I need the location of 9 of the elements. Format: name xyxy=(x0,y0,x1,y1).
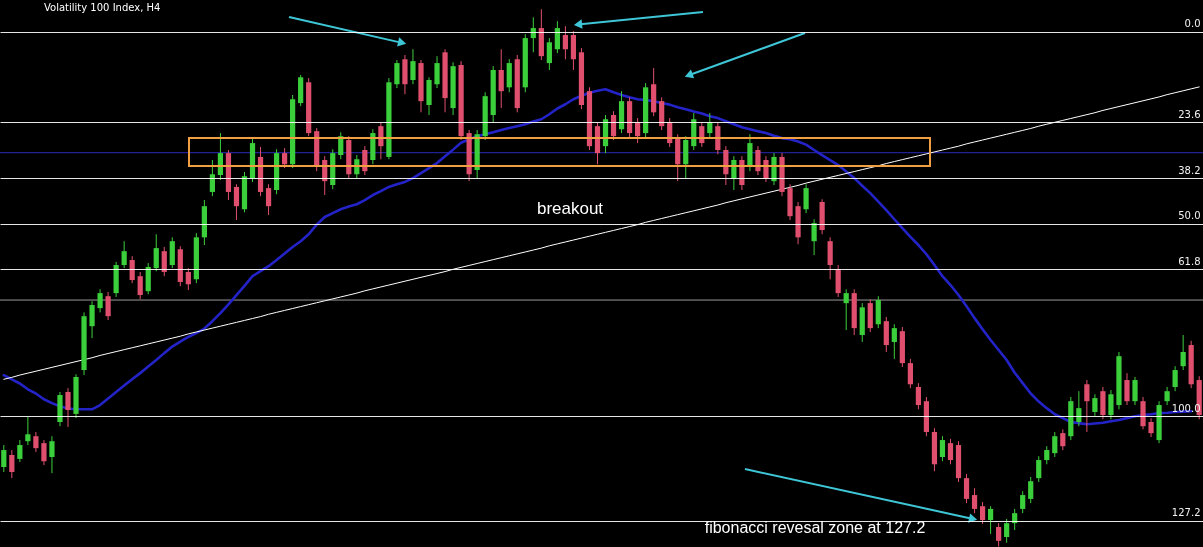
annotation: fibonacci revesal zone at 127.2 xyxy=(704,519,926,536)
y-tick-label: 0.0 xyxy=(1184,18,1201,30)
y-tick-label: 50.0 xyxy=(1178,210,1201,222)
y-tick-label: 61.8 xyxy=(1178,255,1201,267)
y-tick-label: 38.2 xyxy=(1178,164,1201,176)
annotation: breakout xyxy=(536,199,604,218)
y-tick-label: 23.6 xyxy=(1178,108,1201,120)
chart-title: Volatility 100 Index, H4 xyxy=(44,2,161,13)
y-tick-label: 127.2 xyxy=(1171,507,1201,519)
